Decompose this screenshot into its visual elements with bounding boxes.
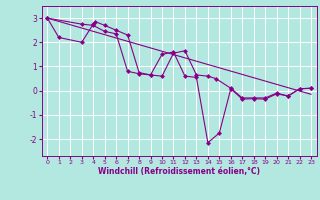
X-axis label: Windchill (Refroidissement éolien,°C): Windchill (Refroidissement éolien,°C) [98,167,260,176]
